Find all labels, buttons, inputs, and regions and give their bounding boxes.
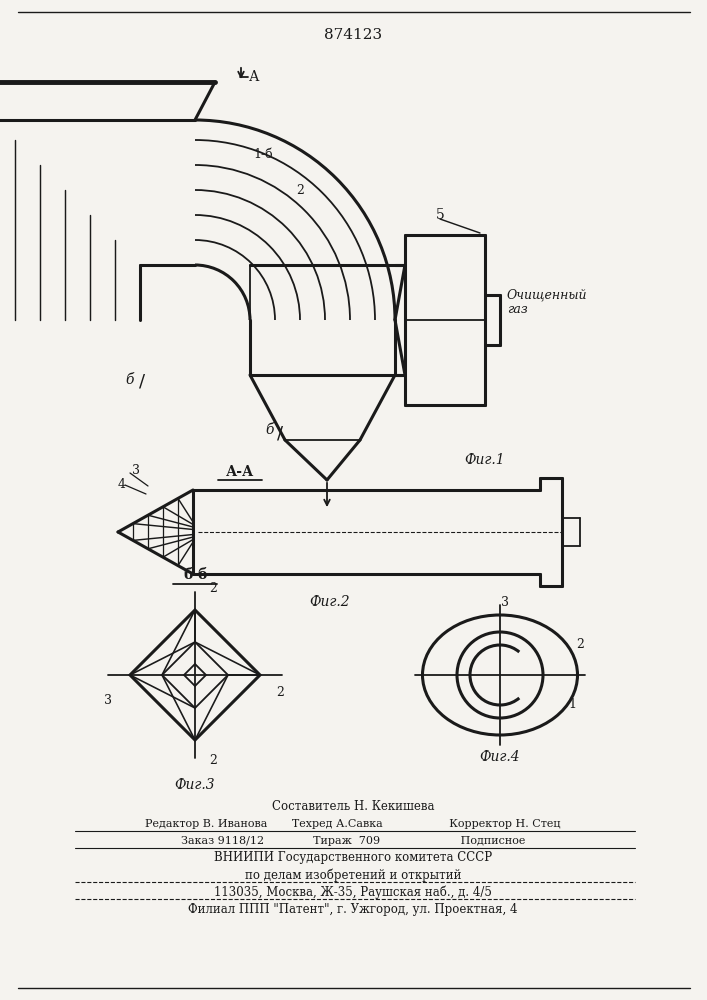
Text: Фиг.4: Фиг.4 [479,750,520,764]
Text: 2: 2 [209,582,217,594]
Text: 2: 2 [276,686,284,700]
Text: Редактор В. Иванова       Техред А.Савка                   Корректор Н. Стец: Редактор В. Иванова Техред А.Савка Корре… [145,819,561,829]
Text: 1: 1 [568,698,576,712]
Text: /: / [139,373,145,391]
Text: 2: 2 [209,754,217,766]
Text: 113035, Москва, Ж-35, Раушская наб., д. 4/5: 113035, Москва, Ж-35, Раушская наб., д. … [214,885,492,899]
Text: Фиг.2: Фиг.2 [310,595,350,609]
Text: /: / [277,424,283,442]
Text: 3: 3 [104,694,112,706]
Text: б-б: б-б [183,568,207,582]
Text: 2: 2 [296,184,304,196]
Text: 3: 3 [132,464,140,477]
Text: 874123: 874123 [324,28,382,42]
Text: по делам изобретений и открытий: по делам изобретений и открытий [245,868,461,882]
Text: ВНИИПИ Государственного комитета СССР: ВНИИПИ Государственного комитета СССР [214,852,492,864]
Text: 4: 4 [118,478,126,490]
Text: А-А: А-А [226,465,254,479]
Text: Фиг.3: Фиг.3 [175,778,216,792]
Text: Фиг.1: Фиг.1 [464,453,506,467]
Text: 1-б: 1-б [253,148,273,161]
Text: б: б [266,423,274,437]
Text: Заказ 9118/12              Тираж  709                       Подписное: Заказ 9118/12 Тираж 709 Подписное [181,836,525,846]
Text: Очищенный
газ: Очищенный газ [507,288,588,316]
Text: 3: 3 [501,596,509,609]
Text: Филиал ППП "Патент", г. Ужгород, ул. Проектная, 4: Филиал ППП "Патент", г. Ужгород, ул. Про… [188,902,518,916]
Text: б: б [126,373,134,387]
Text: 2: 2 [576,639,584,652]
Text: Составитель Н. Кекишева: Составитель Н. Кекишева [271,800,434,814]
Text: 5: 5 [436,208,445,222]
Text: А: А [249,70,259,84]
